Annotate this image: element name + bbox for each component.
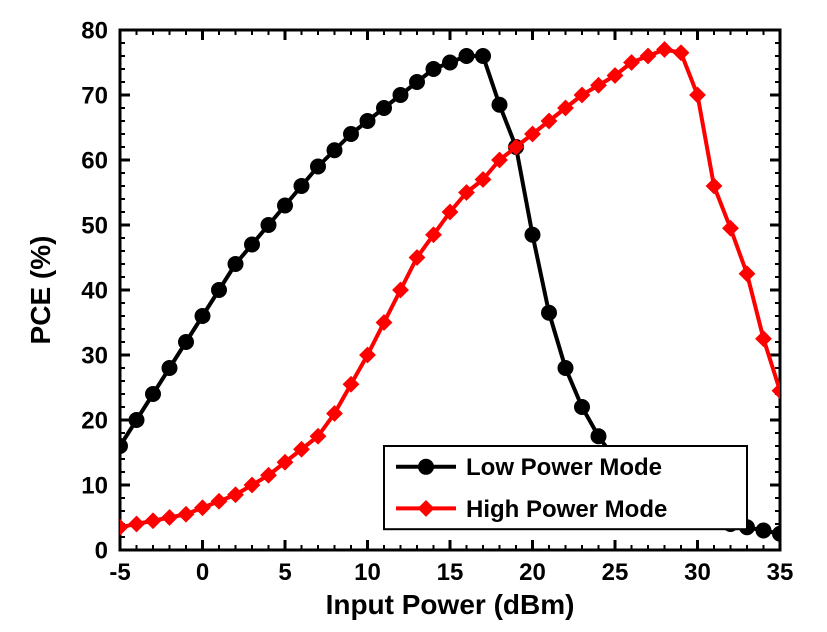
x-tick-label: 35 — [767, 559, 794, 586]
x-tick-label: -5 — [109, 559, 130, 586]
x-tick-label: 30 — [684, 559, 711, 586]
chart-svg: -50510152025303501020304050607080Input P… — [0, 0, 827, 632]
x-tick-label: 25 — [602, 559, 629, 586]
x-axis-title: Input Power (dBm) — [326, 589, 575, 620]
x-tick-label: 5 — [278, 559, 291, 586]
pce-chart: -50510152025303501020304050607080Input P… — [0, 0, 827, 632]
x-tick-label: 0 — [196, 559, 209, 586]
y-tick-label: 30 — [81, 342, 108, 369]
y-tick-label: 10 — [81, 472, 108, 499]
y-tick-label: 80 — [81, 17, 108, 44]
y-tick-label: 20 — [81, 407, 108, 434]
legend-label-high_power_mode: High Power Mode — [466, 496, 667, 523]
y-tick-label: 50 — [81, 212, 108, 239]
legend: Low Power Mode High Power Mode — [384, 446, 747, 529]
x-tick-label: 15 — [437, 559, 464, 586]
y-tick-label: 0 — [95, 537, 108, 564]
legend-label-low_power_mode: Low Power Mode — [466, 454, 662, 481]
x-tick-label: 10 — [354, 559, 381, 586]
y-tick-label: 60 — [81, 147, 108, 174]
y-axis-title: PCE (%) — [25, 236, 56, 345]
y-tick-label: 70 — [81, 82, 108, 109]
y-tick-label: 40 — [81, 277, 108, 304]
x-tick-label: 20 — [519, 559, 546, 586]
